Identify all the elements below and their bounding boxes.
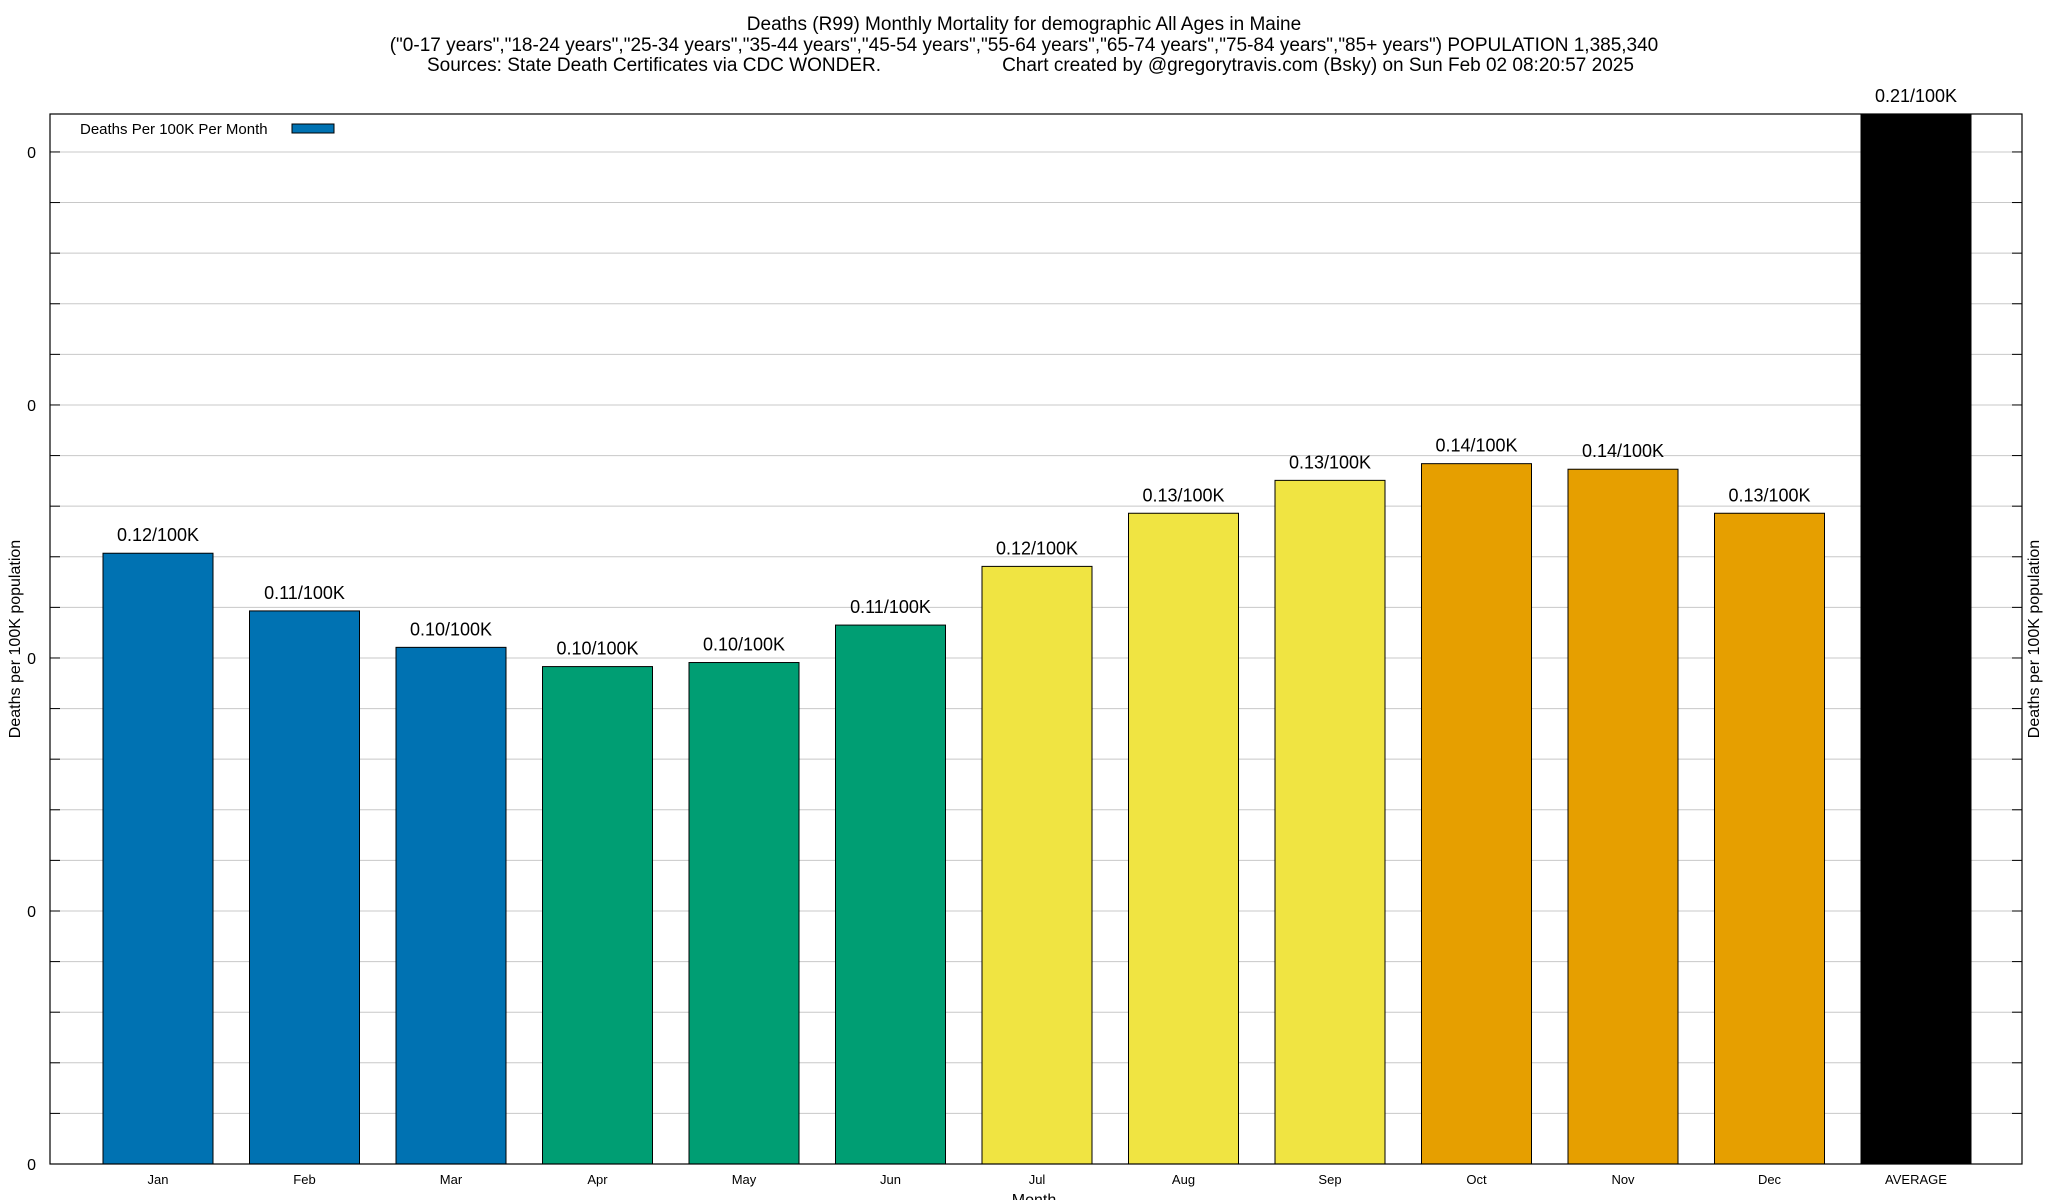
- x-tick-label: Apr: [587, 1172, 608, 1187]
- y-tick-label: 0: [27, 904, 36, 921]
- bar-value-label: 0.10/100K: [410, 619, 492, 639]
- x-tick-label: Oct: [1466, 1172, 1487, 1187]
- bar-value-label: 0.14/100K: [1435, 436, 1517, 456]
- chart-subtitle: ("0-17 years","18-24 years","25-34 years…: [390, 35, 1659, 56]
- bar-value-label: 0.14/100K: [1582, 441, 1664, 461]
- data-labels: 0.12/100K 0.11/100K 0.10/100K 0.10/100K 0.10…: [117, 86, 1957, 659]
- bar-nov: [1567, 468, 1679, 1165]
- x-tick-label: AVERAGE: [1885, 1172, 1947, 1187]
- bar-aug: [1128, 512, 1239, 1165]
- chart-credit: Chart created by @gregorytravis.com (Bsk…: [1002, 55, 1634, 76]
- x-tick-label: Jul: [1029, 1172, 1046, 1187]
- x-tick-label: Feb: [293, 1172, 315, 1187]
- bar-feb: [249, 610, 360, 1165]
- x-tick-label: Jan: [148, 1172, 169, 1187]
- chart-title: Deaths (R99) Monthly Mortality for demog…: [747, 14, 1301, 35]
- legend: Deaths Per 100K Per Month: [80, 121, 335, 138]
- y-tick-label: 0: [27, 1157, 36, 1174]
- bars: [102, 113, 1972, 1165]
- x-tick-label: Jun: [880, 1172, 901, 1187]
- bar-value-label: 0.12/100K: [117, 525, 199, 545]
- x-tick-label: Dec: [1758, 1172, 1782, 1187]
- bar-value-label: 0.13/100K: [1289, 452, 1371, 472]
- bar-value-label: 0.10/100K: [556, 639, 638, 659]
- x-tick-label: Sep: [1318, 1172, 1341, 1187]
- bar-value-label: 0.13/100K: [1142, 485, 1224, 505]
- bar-value-label: 0.11/100K: [264, 583, 345, 603]
- bar-jul: [981, 565, 1093, 1165]
- bar-average: [1860, 113, 1972, 1165]
- bar-mar: [395, 646, 507, 1165]
- bar-apr: [542, 666, 653, 1165]
- legend-label: Deaths Per 100K Per Month: [80, 121, 268, 138]
- axis-ticks: 0 0 0 0 0 Jan Feb Mar Apr May Jun Jul Aug Sep Oct Nov De…: [27, 145, 2022, 1187]
- y-tick-label: 0: [27, 651, 36, 668]
- bar-may: [688, 662, 800, 1165]
- x-tick-label: May: [732, 1172, 757, 1187]
- bar-value-label: 0.21/100K: [1875, 86, 1957, 106]
- plot-border: [49, 113, 2023, 1165]
- y-tick-label: 0: [27, 398, 36, 415]
- bar-value-label: 0.11/100K: [850, 597, 931, 617]
- grid-lines: [50, 151, 2022, 1114]
- x-tick-label: Nov: [1611, 1172, 1635, 1187]
- bar-value-label: 0.10/100K: [703, 635, 785, 655]
- y-tick-label: 0: [27, 145, 36, 162]
- bar-dec: [1714, 512, 1825, 1165]
- x-axis-label: Month: [1012, 1192, 1056, 1200]
- legend-swatch: [291, 123, 335, 134]
- bar-oct: [1421, 463, 1532, 1165]
- bar-jan: [102, 552, 214, 1165]
- x-tick-label: Mar: [440, 1172, 463, 1187]
- bar-jun: [835, 624, 946, 1165]
- bar-sep: [1274, 479, 1386, 1165]
- x-tick-label: Aug: [1172, 1172, 1195, 1187]
- y-axis-label-left: Deaths per 100K population: [7, 540, 24, 738]
- bar-value-label: 0.12/100K: [996, 538, 1078, 558]
- y-axis-label-right: Deaths per 100K population: [2026, 540, 2043, 738]
- chart-source: Sources: State Death Certificates via CD…: [427, 55, 881, 76]
- bar-value-label: 0.13/100K: [1728, 485, 1810, 505]
